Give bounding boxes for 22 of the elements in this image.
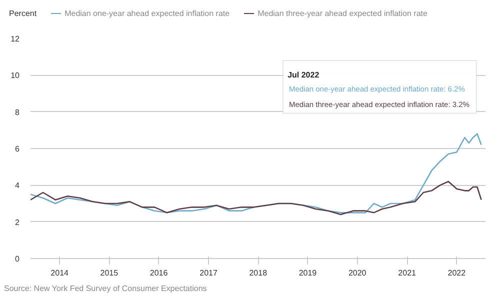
x-tick-label: 2015 <box>100 268 119 278</box>
x-tick-label: 2020 <box>348 268 367 278</box>
line-series <box>30 180 482 216</box>
x-tick-label: 2021 <box>398 268 417 278</box>
y-tick-label: 0 <box>15 254 20 264</box>
legend-label: Median one-year ahead expected inflation rate <box>64 9 230 18</box>
x-tick-label: 2014 <box>50 268 70 278</box>
x-tick-label: 2018 <box>249 268 268 278</box>
y-axis-title: Percent <box>9 8 37 20</box>
x-tick-label: 2016 <box>150 268 168 278</box>
y-tick-label: 10 <box>10 71 20 80</box>
y-tick-label: 12 <box>10 34 20 44</box>
annotation: Jul 2022 <box>288 70 320 80</box>
y-tick-label: 8 <box>15 108 20 117</box>
y-tick-label: 4 <box>15 181 20 190</box>
y-tick-label: 2 <box>15 218 20 227</box>
y-tick-label: 6 <box>15 144 20 154</box>
source-note: Source: New York Fed Survey of Consumer Expectations <box>4 283 207 294</box>
x-tick-label: 2022 <box>448 268 466 278</box>
x-tick-label: 2019 <box>298 268 318 278</box>
legend-label: Median three-year ahead expected inflation rate <box>256 9 428 18</box>
x-tick-label: 2017 <box>200 268 218 278</box>
